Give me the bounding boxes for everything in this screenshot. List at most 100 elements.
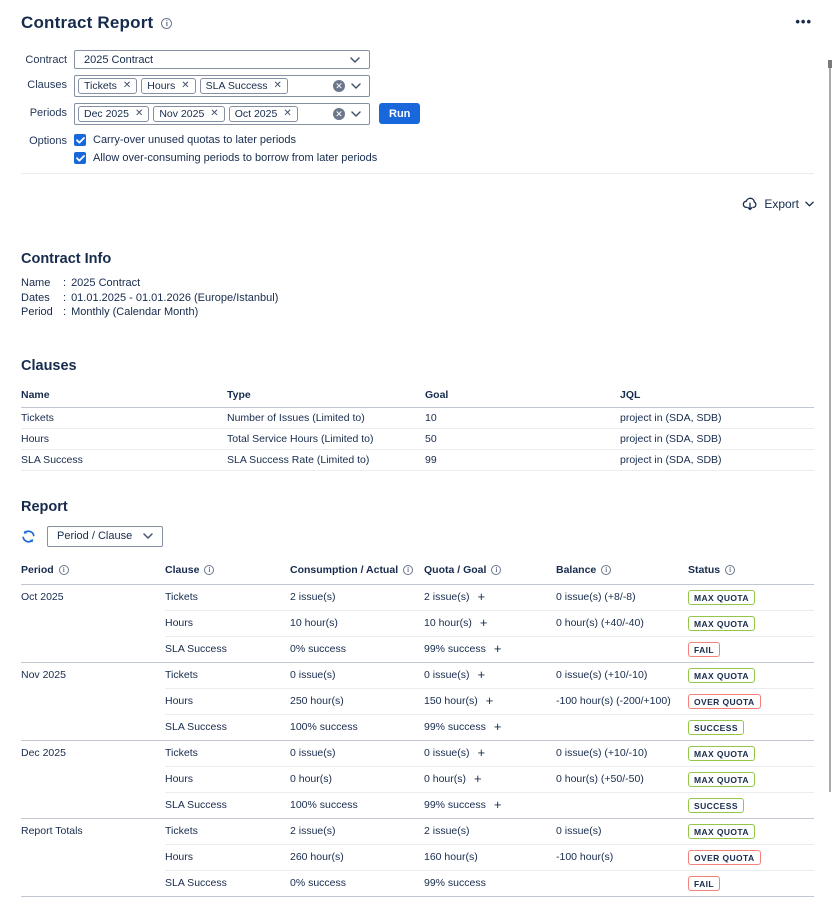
status-badge: FAIL [688, 875, 721, 891]
clauses-column-header: Type [227, 385, 425, 408]
plus-icon[interactable]: + [493, 719, 502, 734]
run-button[interactable]: Run [379, 103, 421, 124]
clauses-heading: Clauses [21, 357, 77, 374]
vertical-scrollbar[interactable] [828, 60, 832, 792]
export-button[interactable]: Export [742, 197, 814, 211]
consumption-cell: 260 hour(s) [290, 843, 424, 870]
report-row: Hours 260 hour(s) 160 hour(s) -100 hour(s) O… [21, 843, 814, 870]
chevron-down-icon [350, 56, 360, 63]
chevron-down-icon[interactable] [351, 83, 361, 89]
report-column-header: Status i [688, 559, 814, 585]
clauses-multiselect[interactable]: Tickets ✕ Hours ✕ SLA Success ✕ ✕ [74, 75, 370, 97]
plus-icon[interactable]: + [477, 589, 486, 604]
plus-icon[interactable]: + [479, 615, 488, 630]
report-row: Dec 2025 Tickets 0 issue(s) 0 issue(s) +0 is… [21, 739, 814, 766]
info-row-colon: : [63, 277, 67, 289]
report-row: Oct 2025 Tickets 2 issue(s) 2 issue(s) +0 is… [21, 583, 814, 610]
quota-cell: 160 hour(s) [424, 843, 556, 870]
plus-icon[interactable]: + [477, 667, 486, 682]
remove-x-icon[interactable]: ✕ [283, 108, 292, 119]
info-icon[interactable]: i [161, 17, 173, 29]
quota-value: 99% success [424, 799, 486, 811]
plus-icon[interactable]: + [493, 641, 502, 656]
remove-x-icon[interactable]: ✕ [181, 80, 190, 91]
info-row-value: 01.01.2025 - 01.01.2026 (Europe/Istanbul… [71, 291, 279, 304]
chevron-down-icon [805, 201, 814, 207]
report-column-label: Quota / Goal [424, 563, 487, 576]
consumption-cell: 0% success [290, 635, 424, 662]
option-checkbox-row[interactable]: Carry-over unused quotas to later period… [74, 134, 377, 146]
consumption-cell: 0% success [290, 869, 424, 897]
checkbox-checked[interactable] [74, 152, 86, 164]
clear-icon[interactable]: ✕ [333, 80, 345, 92]
report-row: SLA Success 100% success 99% success + SUCCE… [21, 713, 814, 740]
plus-icon[interactable]: + [493, 797, 502, 812]
remove-x-icon[interactable]: ✕ [122, 80, 132, 91]
selected-option-tag[interactable]: Oct 2025 ✕ [228, 106, 298, 122]
clause-cell: project in (SDA, SDB) [620, 407, 814, 429]
quota-value: 150 hour(s) [424, 695, 478, 707]
selected-option-tag[interactable]: Hours ✕ [141, 78, 196, 94]
report-row: SLA Success 100% success 99% success + SUCCE… [21, 791, 814, 818]
period-cell: Dec 2025 [21, 739, 165, 766]
consumption-cell: 0 issue(s) [290, 661, 424, 688]
report-column-header: Quota / Goal i [424, 559, 556, 585]
quota-cell: 0 issue(s) + [424, 661, 556, 688]
export-label: Export [764, 197, 799, 211]
clear-icon[interactable]: ✕ [333, 108, 345, 120]
period-cell [21, 636, 165, 662]
info-icon[interactable]: i [58, 564, 69, 575]
remove-x-icon[interactable]: ✕ [210, 108, 219, 119]
plus-icon[interactable]: + [474, 771, 482, 786]
quota-value: 0 hour(s) [424, 773, 467, 785]
selected-option-tag[interactable]: Dec 2025 ✕ [78, 106, 150, 122]
scrollbar-thumb[interactable] [828, 60, 832, 68]
quota-value: 99% success [424, 643, 486, 655]
selected-option-tag[interactable]: Nov 2025 ✕ [153, 106, 225, 122]
refresh-icon[interactable] [21, 529, 36, 544]
selected-option-tag[interactable]: Tickets ✕ [78, 78, 138, 94]
status-cell: FAIL [688, 635, 814, 662]
quota-cell: 99% success [424, 869, 556, 897]
info-icon[interactable]: i [403, 564, 414, 575]
periods-label: Periods [29, 107, 67, 119]
status-cell: SUCCESS [688, 791, 814, 818]
remove-x-icon[interactable]: ✕ [134, 108, 144, 119]
balance-cell: 0 hour(s) (+40/-40) [556, 609, 688, 636]
info-icon[interactable]: i [204, 564, 215, 575]
status-badge: MAX QUOTA [688, 823, 755, 839]
option-checkbox-row[interactable]: Allow over-consuming periods to borrow f… [74, 152, 377, 164]
period-cell [21, 870, 165, 897]
report-period-group: Dec 2025 Tickets 0 issue(s) 0 issue(s) +0 is… [21, 739, 814, 818]
periods-multiselect[interactable]: Dec 2025 ✕ Nov 2025 ✕ Oct 2025 ✕ ✕ [74, 103, 370, 125]
plus-icon[interactable]: + [477, 745, 486, 760]
clause-name-cell: SLA Success [165, 869, 290, 897]
clause-name-cell: SLA Success [165, 635, 290, 662]
info-icon[interactable]: i [491, 564, 502, 575]
tag-label: SLA Success [205, 80, 268, 92]
options-row: Options Carry-over unused quotas to late… [21, 131, 814, 164]
selected-option-tag[interactable]: SLA Success ✕ [199, 78, 288, 94]
period-cell: Oct 2025 [21, 583, 165, 610]
plus-icon[interactable]: + [485, 693, 494, 708]
info-icon[interactable]: i [725, 564, 736, 575]
quota-value: 0 issue(s) [424, 669, 470, 681]
clauses-tag-list: Tickets ✕ Hours ✕ SLA Success ✕ [78, 78, 327, 94]
chevron-down-icon[interactable] [351, 111, 361, 117]
clauses-table: Name Type Goal JQL Tickets Number of Issues … [21, 385, 814, 471]
info-icon[interactable]: i [601, 564, 612, 575]
info-row-label: Dates [21, 291, 50, 304]
group-by-select[interactable]: Period / Clause [47, 525, 164, 547]
report-form: Contract 2025 Contract Clauses Tickets ✕ H… [21, 50, 814, 164]
clauses-column-header: Name [21, 385, 227, 408]
more-menu-button[interactable]: ••• [795, 14, 812, 29]
report-row: Hours 250 hour(s) 150 hour(s) + -100 hour(s)… [21, 687, 814, 714]
contract-select[interactable]: 2025 Contract [74, 50, 370, 69]
quota-value: 160 hour(s) [424, 851, 478, 863]
balance-cell: 0 issue(s) (+10/-10) [556, 661, 688, 688]
period-cell [21, 844, 165, 870]
report-column-label: Clause [165, 563, 200, 576]
checkbox-checked[interactable] [74, 134, 86, 146]
report-column-header: Balance i [556, 559, 688, 585]
remove-x-icon[interactable]: ✕ [273, 80, 282, 91]
